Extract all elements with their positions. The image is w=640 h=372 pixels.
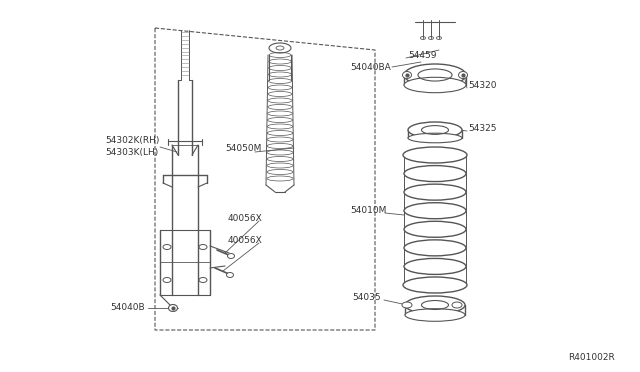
Ellipse shape [163, 278, 171, 282]
Ellipse shape [408, 122, 462, 138]
Ellipse shape [452, 302, 462, 308]
Ellipse shape [404, 184, 466, 200]
Text: 54459: 54459 [408, 51, 436, 60]
Ellipse shape [404, 64, 466, 86]
Ellipse shape [404, 240, 466, 256]
Ellipse shape [404, 259, 466, 275]
Text: 54035: 54035 [352, 292, 381, 301]
Ellipse shape [403, 277, 467, 293]
Ellipse shape [404, 77, 466, 93]
Ellipse shape [405, 296, 465, 314]
Text: 54040BA: 54040BA [350, 62, 391, 71]
Text: 54302K(RH): 54302K(RH) [105, 135, 159, 144]
Text: 54040B: 54040B [110, 304, 145, 312]
Ellipse shape [168, 305, 177, 311]
Ellipse shape [458, 71, 467, 78]
Ellipse shape [199, 244, 207, 250]
Ellipse shape [405, 309, 465, 321]
Ellipse shape [402, 302, 412, 308]
Text: 40056X: 40056X [228, 214, 263, 222]
Ellipse shape [163, 244, 171, 250]
Text: R401002R: R401002R [568, 353, 615, 362]
Text: 40056X: 40056X [228, 235, 263, 244]
Ellipse shape [269, 43, 291, 53]
Ellipse shape [227, 253, 234, 259]
Ellipse shape [403, 71, 412, 78]
Text: 54303K(LH): 54303K(LH) [105, 148, 158, 157]
Ellipse shape [404, 203, 466, 219]
Ellipse shape [403, 147, 467, 163]
Ellipse shape [199, 278, 207, 282]
Ellipse shape [227, 273, 234, 278]
Ellipse shape [404, 166, 466, 182]
Text: 54010M: 54010M [350, 205, 387, 215]
Text: 54050M: 54050M [225, 144, 261, 153]
Text: 54320: 54320 [468, 80, 497, 90]
Ellipse shape [408, 133, 462, 143]
Text: 54325: 54325 [468, 124, 497, 132]
Ellipse shape [404, 221, 466, 237]
